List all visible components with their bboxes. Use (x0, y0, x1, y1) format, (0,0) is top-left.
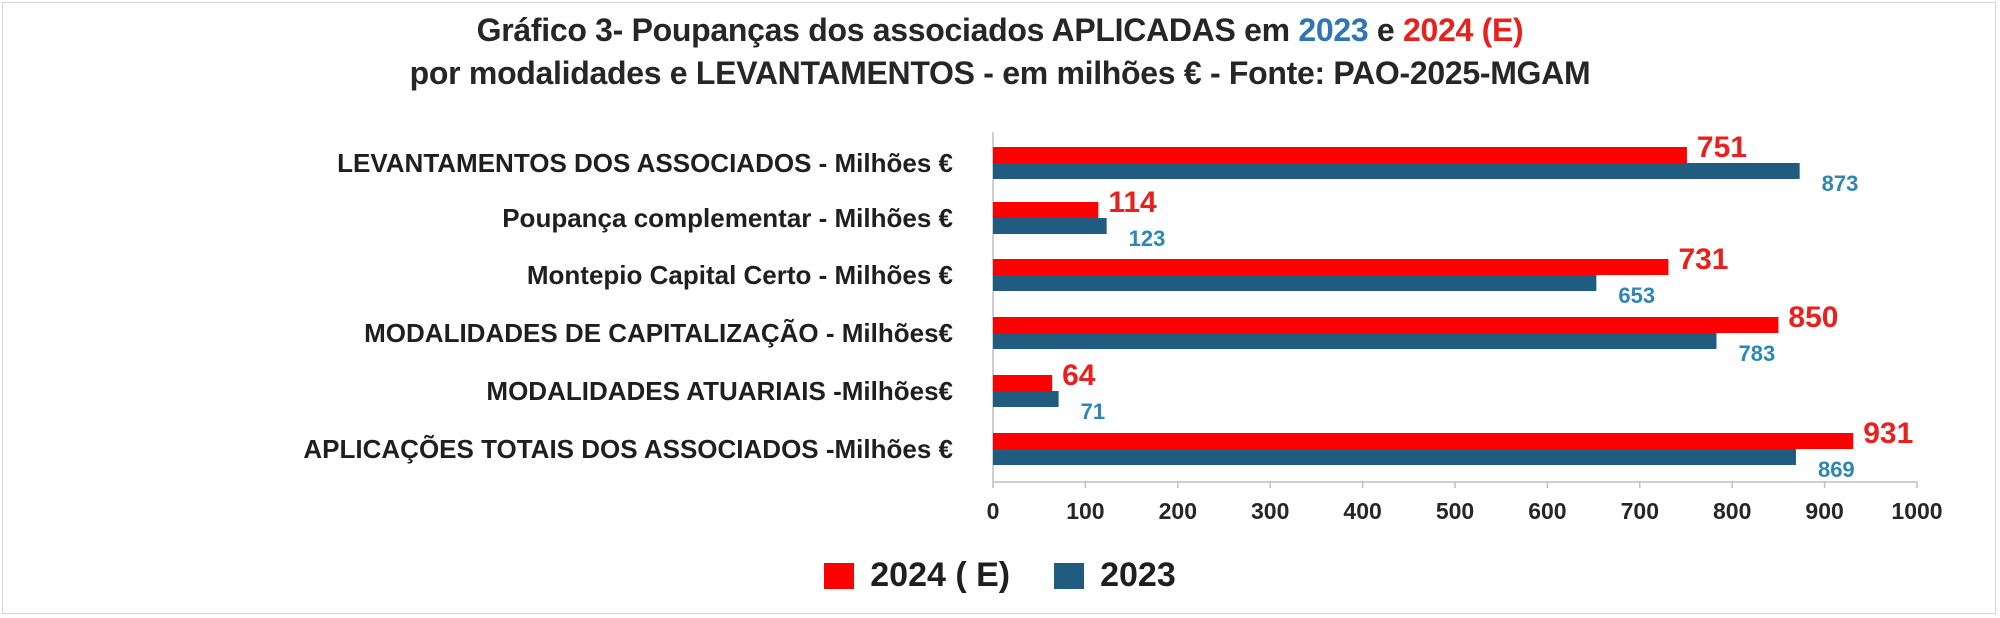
data-label-2024: 751 (1697, 131, 1747, 164)
x-tick-label: 800 (1713, 498, 1751, 524)
data-label-2024: 850 (1788, 301, 1838, 334)
title-part-a: Gráfico 3- Poupanças dos associados APLI… (476, 12, 1299, 48)
bar-2023 (993, 275, 1597, 291)
category-label: Poupança complementar - Milhões € (502, 203, 953, 233)
bar-2024 (993, 259, 1669, 275)
data-label-2023: 873 (1822, 171, 1859, 196)
x-tick-label: 900 (1805, 498, 1843, 524)
x-tick-label: 700 (1621, 498, 1659, 524)
category-label: LEVANTAMENTOS DOS ASSOCIADOS - Milhões € (337, 148, 953, 178)
legend: 2024 ( E) 2023 (0, 556, 2000, 595)
legend-swatch-2024 (824, 562, 855, 589)
legend-swatch-2023 (1054, 562, 1085, 589)
legend-label-2024: 2024 ( E) (870, 556, 1011, 594)
chart-title-line1: Gráfico 3- Poupanças dos associados APLI… (0, 12, 2000, 49)
title-part-c: e (1368, 12, 1404, 48)
legend-item-2023: 2023 (1054, 556, 1176, 595)
x-tick-label: 0 (987, 498, 1000, 524)
bar-2023 (993, 218, 1107, 234)
bar-2024 (993, 433, 1854, 449)
bar-2024 (993, 375, 1053, 391)
data-label-2023: 783 (1738, 341, 1775, 366)
x-tick-label: 500 (1436, 498, 1474, 524)
chart-title-line2: por modalidades e LEVANTAMENTOS - em mil… (409, 55, 1591, 91)
bar-2024 (993, 317, 1779, 333)
x-tick-label: 600 (1528, 498, 1566, 524)
bar-2023 (993, 333, 1717, 349)
legend-item-2024: 2024 ( E) (824, 556, 1010, 595)
x-tick-label: 100 (1066, 498, 1104, 524)
title-year-2024: 2024 (E) (1403, 12, 1524, 48)
data-label-2024: 64 (1062, 359, 1096, 392)
x-tick-label: 200 (1159, 498, 1197, 524)
category-label: Montepio Capital Certo - Milhões € (527, 260, 953, 290)
x-tick-label: 1000 (1891, 498, 1942, 524)
data-label-2023: 869 (1818, 457, 1855, 482)
plot-area: 0 100 200 300 400 500 600 700 800 900 1000 LEVANTAM… (303, 131, 1942, 524)
legend-label-2023: 2023 (1100, 556, 1176, 594)
category-label: APLICAÇÕES TOTAIS DOS ASSOCIADOS -Milhõe… (303, 434, 953, 464)
bar-2023 (993, 391, 1059, 407)
x-tick-label: 300 (1251, 498, 1289, 524)
bar-2023 (993, 449, 1796, 465)
category-label: MODALIDADES DE CAPITALIZAÇÃO - Milhões€ (364, 318, 953, 348)
data-label-2024: 731 (1678, 243, 1728, 276)
data-label-2023: 71 (1081, 399, 1105, 424)
bar-2024 (993, 202, 1099, 218)
data-label-2024: 931 (1863, 417, 1913, 450)
title-year-2023: 2023 (1298, 12, 1369, 48)
category-label: MODALIDADES ATUARIAIS -Milhões€ (486, 376, 953, 406)
x-tick-label: 400 (1343, 498, 1381, 524)
bar-2024 (993, 147, 1687, 163)
data-label-2023: 653 (1618, 283, 1655, 308)
data-label-2024: 114 (1108, 186, 1157, 219)
bar-2023 (993, 163, 1800, 179)
data-label-2023: 123 (1129, 226, 1166, 251)
